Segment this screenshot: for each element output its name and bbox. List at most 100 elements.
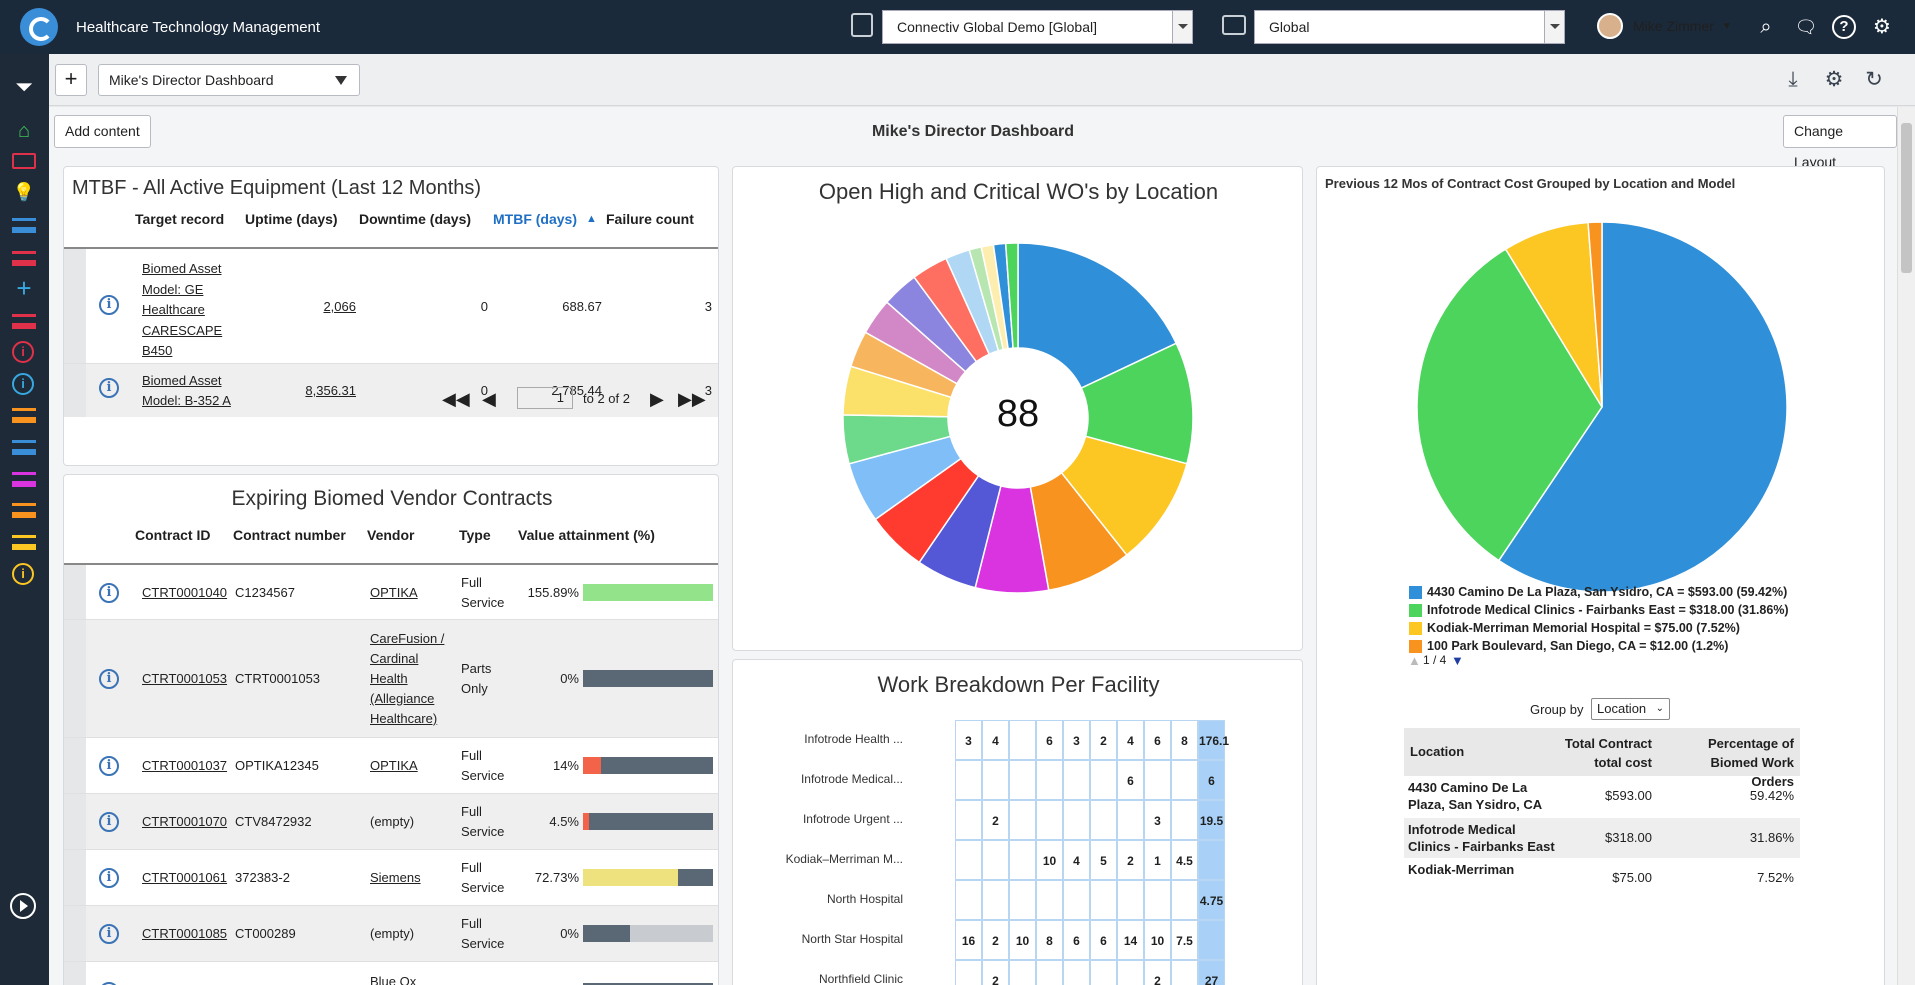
col-failure-count[interactable]: Failure count	[606, 211, 694, 227]
change-layout-button[interactable]: Change Layout	[1783, 115, 1897, 170]
breakdown-cell[interactable]: 27	[1198, 960, 1225, 985]
breakdown-cell[interactable]	[1009, 840, 1036, 880]
breakdown-cell[interactable]	[1009, 720, 1036, 760]
pie-slice[interactable]	[1587, 221, 1603, 408]
breakdown-cell[interactable]	[1090, 960, 1117, 985]
scope-select[interactable]: Global	[1254, 10, 1565, 44]
breakdown-cell[interactable]	[1063, 960, 1090, 985]
add-content-button[interactable]: Add content	[54, 115, 151, 148]
table-row[interactable]: i CTRT0001085 CT000289 (empty) Full Service 0%	[64, 905, 718, 961]
list-icon[interactable]	[12, 408, 36, 423]
breakdown-cell[interactable]	[982, 760, 1009, 800]
breakdown-cell[interactable]: 6	[1036, 720, 1063, 760]
breakdown-cell[interactable]: 6	[1117, 760, 1144, 800]
col-downtime[interactable]: Downtime (days)	[359, 211, 472, 227]
refresh-icon[interactable]: ↻	[1865, 68, 1883, 91]
col-contract-number[interactable]: Contract number	[233, 527, 346, 543]
breakdown-cell[interactable]	[1144, 760, 1171, 800]
breakdown-cell[interactable]	[1063, 760, 1090, 800]
breakdown-cell[interactable]	[1090, 760, 1117, 800]
pie-slice[interactable]	[1497, 221, 1788, 593]
table-row[interactable]: i CTRT0001037 OPTIKA12345 OPTIKA Full Service…	[64, 737, 718, 793]
help-icon[interactable]: ?	[1832, 15, 1856, 39]
breakdown-cell[interactable]: 2	[982, 960, 1009, 985]
wo-donut-chart[interactable]	[733, 212, 1303, 651]
play-icon[interactable]	[10, 893, 36, 919]
vendor-link[interactable]: OPTIKA	[370, 758, 418, 773]
chat-icon[interactable]: 🗨	[1794, 17, 1818, 37]
breakdown-cell[interactable]: 4	[1117, 720, 1144, 760]
breakdown-cell[interactable]: 5	[1090, 840, 1117, 880]
table-row[interactable]: i CTRT0001070 CTV8472932 (empty) Full Service…	[64, 793, 718, 849]
breakdown-cell[interactable]	[1009, 880, 1036, 920]
breakdown-cell[interactable]	[1036, 880, 1063, 920]
breakdown-cell[interactable]	[1090, 800, 1117, 840]
breakdown-cell[interactable]	[955, 760, 982, 800]
last-page-icon[interactable]: ▶▶	[678, 389, 706, 409]
breakdown-cell[interactable]	[1117, 800, 1144, 840]
table-row[interactable]: i Biomed Asset Model: GE Healthcare CARE…	[64, 247, 718, 363]
info-icon[interactable]: i	[99, 378, 119, 398]
info-icon[interactable]: i	[12, 341, 34, 363]
breakdown-cell[interactable]: 4.75	[1198, 880, 1225, 920]
vendor-link[interactable]: OPTIKA	[370, 585, 418, 600]
breakdown-cell[interactable]: 19.5	[1198, 800, 1225, 840]
vendor-link[interactable]: CareFusion / Cardinal Health (Allegiance Hea…	[370, 631, 445, 726]
breakdown-cell[interactable]: 7.5	[1171, 920, 1198, 960]
col-total-cost[interactable]: Total Contract total cost	[1564, 736, 1652, 770]
col-vendor[interactable]: Vendor	[367, 527, 415, 543]
vendor-link[interactable]: Blue OxMedical	[370, 974, 417, 985]
breakdown-cell[interactable]: 3	[1063, 720, 1090, 760]
col-type[interactable]: Type	[459, 527, 491, 543]
list-icon[interactable]	[12, 535, 36, 550]
contract-id-link[interactable]: CTRT0001037	[142, 758, 228, 773]
table-row[interactable]: iCTRT0001094CTRT0001094Blue OxMedicalFul…	[64, 961, 718, 985]
breakdown-cell[interactable]	[1009, 800, 1036, 840]
breakdown-cell[interactable]	[955, 840, 982, 880]
filter-icon[interactable]: ⏷	[15, 74, 33, 99]
info-icon[interactable]: i	[12, 563, 34, 585]
breakdown-cell[interactable]: 6	[1063, 920, 1090, 960]
pie-slice[interactable]	[1004, 242, 1019, 349]
prev-page-icon[interactable]: ◀	[482, 389, 496, 409]
breakdown-cell[interactable]	[1009, 760, 1036, 800]
contract-id-link[interactable]: CTRT0001085	[142, 926, 228, 941]
info-icon[interactable]: i	[99, 924, 119, 944]
download-icon[interactable]: ⤓	[1788, 68, 1798, 91]
list-icon[interactable]	[12, 503, 36, 518]
app-logo[interactable]	[20, 8, 58, 46]
list-icon[interactable]	[12, 218, 36, 233]
breakdown-cell[interactable]: 14	[1117, 920, 1144, 960]
breakdown-cell[interactable]	[1171, 960, 1198, 985]
breakdown-cell[interactable]: 2	[1144, 960, 1171, 985]
gear-icon[interactable]: ⚙	[1873, 16, 1891, 38]
home-icon[interactable]: ⌂	[17, 120, 31, 142]
contract-id-link[interactable]: CTRT0001070	[142, 814, 228, 829]
col-target-record[interactable]: Target record	[135, 211, 225, 227]
info-icon[interactable]: i	[99, 868, 119, 888]
breakdown-cell[interactable]	[1063, 880, 1090, 920]
breakdown-cell[interactable]: 2	[982, 920, 1009, 960]
col-uptime[interactable]: Uptime (days)	[245, 211, 338, 227]
breakdown-cell[interactable]	[982, 840, 1009, 880]
next-page-icon[interactable]: ▶	[650, 389, 664, 409]
info-icon[interactable]: i	[99, 756, 119, 776]
breakdown-cell[interactable]	[955, 800, 982, 840]
breakdown-cell[interactable]	[1009, 960, 1036, 985]
breakdown-cell[interactable]: 10	[1036, 840, 1063, 880]
col-contract-id[interactable]: Contract ID	[135, 527, 211, 543]
contract-cost-pie-chart[interactable]	[1317, 207, 1885, 627]
vendor-link[interactable]: Siemens	[370, 870, 421, 885]
legend-entry[interactable]: Kodiak-Merriman Memorial Hospital = $75.…	[1427, 621, 1740, 635]
breakdown-cell[interactable]: 3	[1144, 800, 1171, 840]
breakdown-cell[interactable]	[1171, 760, 1198, 800]
breakdown-cell[interactable]: 2	[1090, 720, 1117, 760]
info-icon[interactable]: i	[99, 669, 119, 689]
uptime-value[interactable]: 8,356.31	[305, 383, 356, 398]
breakdown-cell[interactable]	[1036, 960, 1063, 985]
breakdown-cell[interactable]: 4.5	[1171, 840, 1198, 880]
breakdown-cell[interactable]: 2	[1117, 840, 1144, 880]
contract-id-link[interactable]: CTRT0001040	[142, 585, 228, 600]
breakdown-cell[interactable]: 4	[982, 720, 1009, 760]
breakdown-cell[interactable]: 2	[982, 800, 1009, 840]
